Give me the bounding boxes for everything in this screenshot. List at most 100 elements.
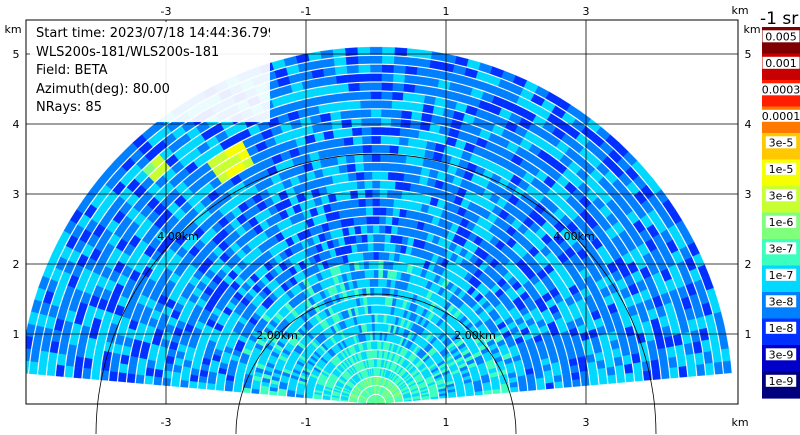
y-tick-label-right: 4 <box>745 118 752 131</box>
y-tick-label-right: 1 <box>745 328 752 341</box>
field-cell <box>77 302 88 316</box>
colorbar-tick-label: 1e-9 <box>769 375 794 388</box>
field-cell <box>414 84 427 95</box>
field-cell <box>624 363 634 374</box>
field-cell <box>353 145 363 154</box>
field-cell <box>554 381 563 389</box>
colorbar-label-bg <box>759 83 800 96</box>
field-cell <box>347 74 360 83</box>
info-start-time: Start time: 2023/07/18 14:44:36.799 <box>36 26 270 41</box>
field-cell <box>324 139 336 149</box>
field-cell <box>326 93 339 104</box>
field-cell <box>345 56 359 65</box>
field-cell <box>381 100 393 109</box>
field-cell <box>292 90 306 102</box>
field-cell <box>381 91 393 100</box>
field-cell <box>113 343 123 355</box>
field-cell <box>416 139 428 149</box>
field-cell <box>39 350 49 364</box>
field-cell <box>373 278 379 287</box>
field-cell <box>225 380 234 387</box>
field-cell <box>233 386 242 393</box>
field-cell <box>606 366 616 376</box>
field-cell <box>301 125 314 136</box>
field-cell <box>190 368 200 377</box>
field-cell <box>371 180 381 189</box>
field-cell <box>321 58 335 68</box>
field-cell <box>349 100 361 110</box>
field-cell <box>356 243 363 253</box>
field-cell <box>365 207 373 216</box>
field-cell <box>370 100 382 109</box>
field-cell <box>417 130 429 140</box>
field-cell <box>701 339 712 353</box>
field-cell <box>118 372 127 383</box>
field-cell <box>311 123 324 134</box>
field-cell <box>622 354 632 365</box>
colorbar-tick-label: 3e-8 <box>769 295 794 308</box>
field-cell <box>319 112 332 123</box>
field-cell <box>315 141 327 151</box>
colorbar-label-bg <box>765 162 797 175</box>
field-cell <box>429 60 443 70</box>
y-tick-label-left: 1 <box>13 328 20 341</box>
field-cell <box>442 108 455 119</box>
field-cell <box>385 216 393 225</box>
field-cell <box>371 314 375 323</box>
field-cell <box>370 296 375 305</box>
field-cell <box>648 349 659 361</box>
field-cell <box>344 47 358 57</box>
beta-field <box>26 46 732 404</box>
field-cell <box>403 74 417 84</box>
y-tick-label-right: 3 <box>745 188 752 201</box>
field-cell <box>377 305 382 314</box>
field-cell <box>60 331 71 345</box>
field-cell <box>364 180 373 189</box>
field-cell <box>359 82 371 91</box>
y-tick-label-left: 5 <box>13 48 20 61</box>
field-cell <box>367 252 374 261</box>
colorbar-label-bg <box>765 374 797 387</box>
field-cell <box>92 359 102 371</box>
field-cell <box>163 370 173 379</box>
field-cell <box>685 353 696 366</box>
field-cell <box>62 320 74 334</box>
field-cell <box>696 363 706 377</box>
field-cell <box>180 373 190 382</box>
field-cell <box>389 136 400 145</box>
field-cell <box>657 347 668 360</box>
field-cell <box>613 356 623 367</box>
field-cell <box>45 316 56 330</box>
field-cell <box>638 341 648 353</box>
field-cell <box>381 82 393 91</box>
field-cell <box>37 362 47 376</box>
field-cell <box>660 367 670 380</box>
y-axis-unit-label: km <box>4 23 21 36</box>
field-cell <box>403 218 412 228</box>
field-cell <box>366 225 374 234</box>
field-cell <box>328 102 341 112</box>
field-cell <box>148 351 158 362</box>
field-cell <box>409 120 421 130</box>
field-cell <box>358 73 371 82</box>
field-cell <box>632 361 642 373</box>
field-cell <box>369 55 383 64</box>
field-cell <box>322 67 336 77</box>
field-cell <box>338 101 351 111</box>
field-cell <box>422 104 435 114</box>
field-cell <box>354 163 364 172</box>
field-cell <box>399 128 410 138</box>
field-cell <box>415 148 426 158</box>
field-cell <box>380 127 391 136</box>
field-cell <box>384 234 391 243</box>
field-cell <box>377 314 381 323</box>
field-cell <box>370 118 382 127</box>
field-cell <box>349 190 359 200</box>
field-cell <box>413 93 426 104</box>
field-cell <box>457 93 471 105</box>
field-cell <box>428 123 441 134</box>
field-cell <box>110 361 120 373</box>
field-cell <box>349 400 358 403</box>
colorbar-label-bg <box>762 56 800 69</box>
field-cell <box>74 356 84 369</box>
